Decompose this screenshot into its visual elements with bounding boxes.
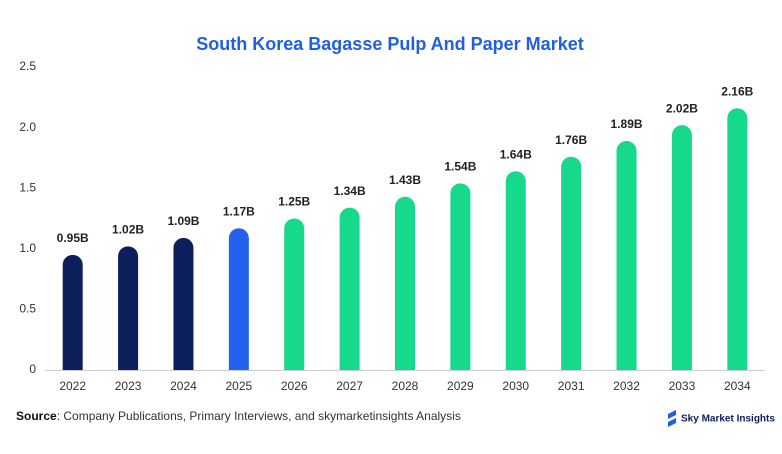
y-tick-label: 2.5 bbox=[19, 59, 36, 73]
x-tick-label: 2033 bbox=[669, 379, 696, 393]
y-tick-label: 1.5 bbox=[19, 180, 36, 194]
y-tick-label: 2.0 bbox=[19, 120, 36, 134]
bar bbox=[561, 156, 582, 370]
value-label: 1.09B bbox=[167, 214, 199, 228]
x-tick-label: 2031 bbox=[558, 379, 585, 393]
value-label: 1.17B bbox=[223, 204, 255, 218]
x-tick-label: 2034 bbox=[724, 379, 751, 393]
logo-text: Sky Market Insights bbox=[681, 414, 775, 425]
y-tick-label: 0.5 bbox=[19, 302, 36, 316]
bar bbox=[671, 125, 692, 371]
value-label: 1.34B bbox=[334, 184, 366, 198]
bar bbox=[118, 246, 139, 370]
bar bbox=[284, 218, 305, 370]
value-label: 1.02B bbox=[112, 223, 144, 237]
x-tick-label: 2029 bbox=[447, 379, 474, 393]
value-label: 1.54B bbox=[444, 160, 476, 174]
value-label: 1.76B bbox=[555, 133, 587, 147]
x-tick-label: 2022 bbox=[59, 379, 86, 393]
value-label: 2.02B bbox=[666, 101, 698, 115]
x-tick-label: 2027 bbox=[336, 379, 363, 393]
logo-icon bbox=[668, 410, 676, 427]
value-label: 2.16B bbox=[721, 84, 753, 98]
value-label: 1.89B bbox=[611, 117, 643, 131]
y-tick-label: 0 bbox=[29, 362, 36, 376]
x-tick-label: 2025 bbox=[225, 379, 252, 393]
source-text: : Company Publications, Primary Intervie… bbox=[57, 409, 461, 423]
bar bbox=[228, 228, 249, 370]
x-tick-label: 2026 bbox=[281, 379, 308, 393]
x-tick-label: 2024 bbox=[170, 379, 197, 393]
bar bbox=[727, 108, 748, 370]
value-label: 1.64B bbox=[500, 147, 532, 161]
bar bbox=[339, 207, 360, 370]
y-tick-label: 1.0 bbox=[19, 241, 36, 255]
logo: Sky Market Insights bbox=[668, 410, 775, 427]
bar bbox=[173, 237, 194, 370]
bar bbox=[616, 140, 637, 370]
source-label: Source bbox=[16, 409, 57, 423]
x-tick-label: 2030 bbox=[502, 379, 529, 393]
bar bbox=[395, 196, 415, 370]
chart-title: South Korea Bagasse Pulp And Paper Marke… bbox=[196, 34, 583, 54]
value-label: 0.95B bbox=[57, 231, 89, 245]
value-label: 1.25B bbox=[278, 195, 310, 209]
value-label: 1.43B bbox=[389, 173, 421, 187]
x-tick-label: 2023 bbox=[115, 379, 142, 393]
source: Source: Company Publications, Primary In… bbox=[16, 409, 461, 423]
bar bbox=[62, 254, 83, 370]
bar bbox=[505, 171, 526, 370]
x-tick-label: 2028 bbox=[392, 379, 419, 393]
bar bbox=[450, 183, 471, 370]
x-tick-label: 2032 bbox=[613, 379, 640, 393]
